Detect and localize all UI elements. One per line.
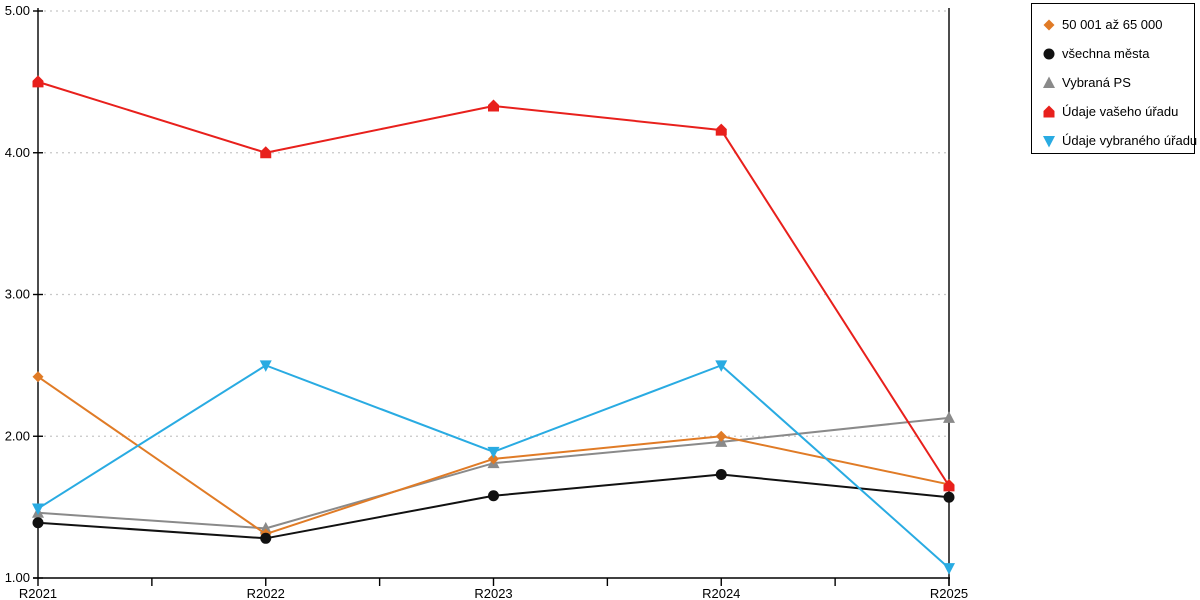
pentagon-up-marker <box>1043 105 1055 117</box>
triangle-down-marker <box>487 446 500 459</box>
circle-marker-icon <box>1043 48 1055 59</box>
x-axis-tick-label: R2025 <box>930 586 968 600</box>
series-pentagon-up <box>32 75 955 492</box>
legend-label: 50 001 až 65 000 <box>1062 17 1163 32</box>
series-circle <box>32 469 955 544</box>
y-axis-tick-label: 2.00 <box>5 428 30 443</box>
triangle-up-marker-icon <box>1043 76 1055 88</box>
series-triangle-up <box>32 411 955 534</box>
legend-item: 50 001 až 65 000 <box>1032 10 1194 39</box>
triangle-up-marker <box>259 521 272 534</box>
triangle-down-marker <box>715 360 728 372</box>
pentagon-up-marker <box>488 99 499 112</box>
y-axis-tick-label: 1.00 <box>5 570 30 585</box>
legend: 50 001 až 65 000 všechna města Vybraná P… <box>1031 3 1198 155</box>
y-axis-tick-label: 4.00 <box>5 145 30 160</box>
circle-marker <box>715 469 727 481</box>
legend-label: Údaje vašeho úřadu <box>1062 104 1179 119</box>
pentagon-marker-icon <box>1043 105 1055 117</box>
triangle-up-marker <box>943 411 955 423</box>
circle-marker <box>260 532 272 544</box>
legend-item: Vybraná PS <box>1032 68 1194 97</box>
legend-label: Vybraná PS <box>1062 75 1131 90</box>
circle-marker <box>1043 48 1055 59</box>
diamond-marker <box>1043 19 1055 30</box>
circle-marker <box>488 490 499 502</box>
circle-marker <box>943 491 955 503</box>
legend-item: Údaje vybraného úřadu <box>1032 126 1198 155</box>
legend-item: Údaje vašeho úřadu <box>1032 97 1194 126</box>
diamond-marker-icon <box>1043 19 1055 30</box>
triangle-down-marker <box>32 503 44 516</box>
x-axis-tick-label: R2021 <box>19 586 57 600</box>
y-axis-tick-label: 3.00 <box>5 287 30 302</box>
diamond-marker <box>488 453 499 465</box>
triangle-up-marker <box>1043 76 1055 88</box>
pentagon-up-marker <box>260 146 272 159</box>
axes: 1.00 2.00 3.00 4.00 5.00 R2021 R2022 R2023 R2024… <box>5 3 968 600</box>
pentagon-up-marker <box>32 75 44 88</box>
pentagon-up-marker <box>715 123 727 136</box>
diamond-marker <box>715 430 727 442</box>
x-axis-tick-label: R2023 <box>474 586 512 600</box>
circle-marker <box>32 517 44 529</box>
gridlines <box>38 10 949 437</box>
x-axis-tick-label: R2024 <box>702 586 740 600</box>
series-triangle-down <box>32 360 955 575</box>
y-axis-tick-label: 5.00 <box>5 3 30 18</box>
legend-item: všechna města <box>1032 39 1194 68</box>
triangle-down-marker-icon <box>1043 135 1055 147</box>
triangle-down-marker <box>943 563 955 575</box>
legend-label: všechna města <box>1062 46 1150 61</box>
diamond-marker <box>32 371 44 383</box>
triangle-down-marker <box>1043 135 1055 147</box>
legend-label: Údaje vybraného úřadu <box>1062 133 1198 148</box>
x-axis-tick-label: R2022 <box>247 586 285 600</box>
pentagon-up-marker <box>943 479 955 492</box>
triangle-down-marker <box>259 360 272 372</box>
